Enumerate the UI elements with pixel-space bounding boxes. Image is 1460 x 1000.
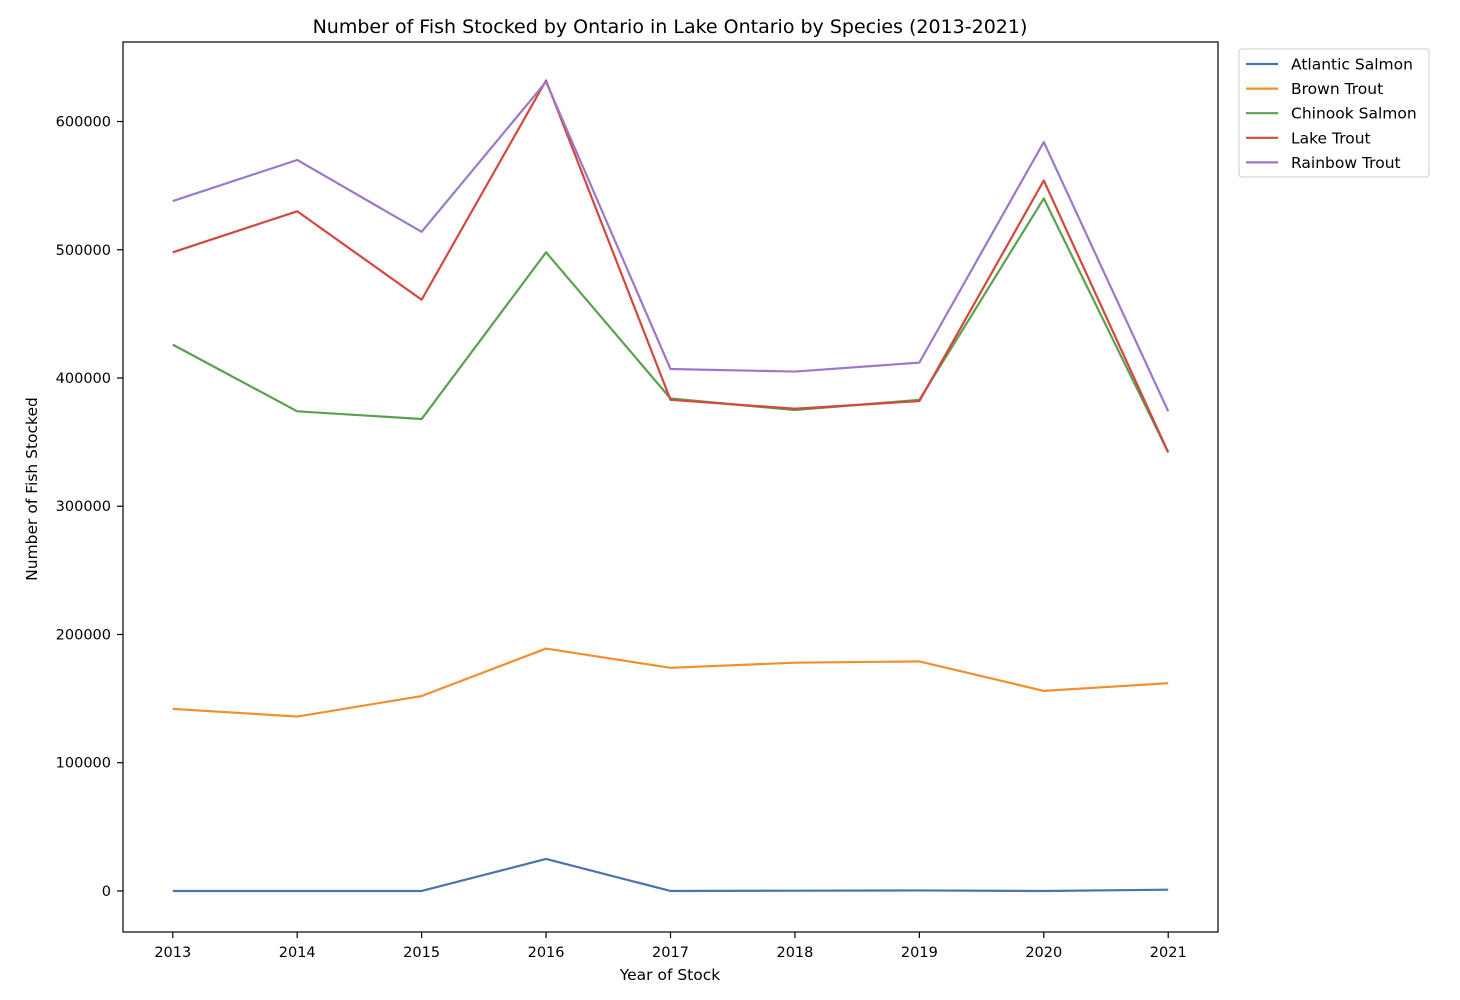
y-tick-label-100000: 100000: [56, 756, 111, 772]
x-tick-label-2016: 2016: [528, 945, 565, 961]
legend-frame: [1238, 48, 1430, 178]
x-tick-label-2015: 2015: [403, 945, 440, 961]
series-layer: [172, 79, 1170, 893]
series-line-rainbow-trout: [172, 80, 1170, 412]
x-tick-label-2013: 2013: [154, 945, 191, 961]
series-line-brown-trout: [172, 647, 1169, 718]
legend-label-lake-trout: Lake Trout: [1291, 129, 1371, 147]
legend-label-chinook-salmon: Chinook Salmon: [1291, 105, 1417, 123]
x-tick-label-2014: 2014: [279, 945, 316, 961]
x-tick-label-2021: 2021: [1150, 945, 1187, 961]
x-tick-label-2019: 2019: [901, 945, 938, 961]
y-tick-label-300000: 300000: [56, 499, 111, 515]
y-tick-label-400000: 400000: [56, 371, 111, 387]
y-tick-label-200000: 200000: [56, 627, 111, 643]
legend-label-brown-trout: Brown Trout: [1291, 80, 1383, 98]
legend-label-rainbow-trout: Rainbow Trout: [1291, 154, 1401, 172]
series-line-chinook-salmon: [172, 197, 1170, 453]
x-axis: 2013 2014 2015 2016 2017 2018 2019 2020 2021: [154, 932, 1187, 961]
x-tick-label-2017: 2017: [652, 945, 689, 961]
x-tick-label-2020: 2020: [1025, 945, 1062, 961]
legend-label-atlantic-salmon: Atlantic Salmon: [1291, 56, 1413, 74]
chart-title: Number of Fish Stocked by Ontario in Lak…: [313, 16, 1028, 38]
y-axis-label: Number of Fish Stocked: [23, 397, 41, 581]
y-tick-label-0: 0: [102, 884, 111, 900]
legend: Atlantic Salmon Brown Trout Chinook Salmon…: [1238, 48, 1430, 178]
y-axis: 0 100000 200000 300000 400000 500000 600000: [56, 115, 123, 900]
series-line-atlantic-salmon: [172, 857, 1169, 893]
plot-area: [122, 41, 1219, 933]
y-tick-label-600000: 600000: [56, 115, 111, 131]
x-axis-label: Year of Stock: [619, 966, 721, 984]
x-tick-label-2018: 2018: [776, 945, 813, 961]
series-line-lake-trout: [172, 79, 1170, 453]
y-tick-label-500000: 500000: [56, 243, 111, 259]
